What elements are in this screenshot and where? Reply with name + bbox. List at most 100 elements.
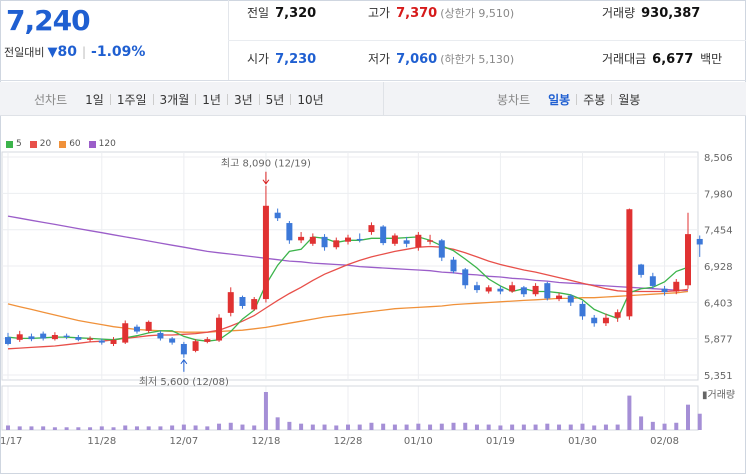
volume-bar bbox=[498, 425, 503, 430]
candle-body bbox=[75, 337, 82, 340]
legend-swatch bbox=[88, 140, 96, 148]
legend-item: 60 bbox=[59, 139, 81, 149]
volume-bar bbox=[568, 424, 573, 430]
candle-body bbox=[532, 285, 539, 295]
volume-bar bbox=[146, 426, 151, 430]
volume-bar bbox=[416, 423, 421, 430]
x-tick-label: 01/10 bbox=[404, 436, 433, 447]
candle-body bbox=[309, 236, 316, 244]
x-tick-label: 12/18 bbox=[252, 436, 281, 447]
x-tick-label: 01/30 bbox=[568, 436, 597, 447]
candle-body bbox=[473, 285, 480, 291]
candle-type-button[interactable]: 일봉 bbox=[548, 93, 571, 107]
change-row: 전일대비 ▼ 80 | -1.09% bbox=[4, 44, 145, 60]
candle-body bbox=[298, 236, 305, 241]
candle-body bbox=[286, 223, 293, 241]
candle-body bbox=[192, 341, 199, 351]
toolbar-separator bbox=[576, 94, 578, 105]
candle-body bbox=[5, 337, 11, 344]
candle-type-button[interactable]: 월봉 bbox=[618, 93, 641, 107]
candle-body bbox=[133, 326, 140, 332]
volume-legend: ▮거래량 bbox=[702, 389, 735, 401]
volume-bar bbox=[521, 424, 526, 430]
volume-bar bbox=[322, 424, 327, 430]
candle-body bbox=[368, 225, 375, 233]
toolbar-divider bbox=[383, 82, 384, 115]
period-button[interactable]: 10년 bbox=[297, 93, 324, 107]
volume-bar bbox=[111, 427, 116, 430]
change-label: 전일대비 bbox=[4, 46, 45, 59]
candle-body bbox=[579, 303, 586, 317]
trade-amount: 거래대금 6,677 백만 bbox=[602, 52, 723, 67]
candle-body bbox=[673, 281, 680, 292]
toolbar-separator bbox=[109, 94, 111, 105]
toolbar-separator bbox=[226, 94, 228, 105]
high-annotation: 최고 8,090 (12/19) bbox=[221, 158, 311, 170]
candle-body bbox=[333, 240, 340, 248]
candle-body bbox=[28, 336, 35, 340]
line-chart-title[interactable]: 선차트 bbox=[34, 93, 68, 107]
volume-bar bbox=[99, 426, 104, 430]
candle-body bbox=[239, 296, 246, 306]
candle-body bbox=[274, 212, 281, 219]
candle-chart-types: 봉차트 일봉 주봉 월봉 bbox=[497, 91, 646, 108]
candle-body bbox=[51, 334, 58, 340]
candle-body bbox=[462, 269, 469, 286]
current-price: 7,240 bbox=[6, 4, 91, 37]
candle-body bbox=[180, 343, 187, 355]
volume-bar bbox=[580, 423, 585, 430]
candle-body bbox=[345, 237, 351, 242]
volume-bar bbox=[240, 424, 245, 430]
candle-body bbox=[40, 333, 47, 339]
line-chart-periods: 선차트 1일 1주일 3개월 1년 3년 5년 10년 bbox=[34, 91, 330, 108]
volume-bar bbox=[662, 423, 667, 430]
low-price: 저가 7,060 (하한가 5,130) bbox=[368, 52, 515, 67]
candle-body bbox=[145, 321, 152, 331]
candle-body bbox=[157, 332, 164, 339]
candle-body bbox=[591, 317, 598, 324]
volume-bar bbox=[346, 424, 350, 430]
legend-item: 120 bbox=[88, 139, 116, 149]
period-button[interactable]: 1년 bbox=[202, 93, 221, 107]
volume: 거래량 930,387 bbox=[602, 6, 701, 21]
legend-label: 20 bbox=[39, 139, 52, 149]
candle-type-button[interactable]: 주봉 bbox=[583, 93, 606, 107]
volume-bar bbox=[650, 421, 655, 430]
volume-bar bbox=[88, 427, 93, 430]
volume-bar bbox=[193, 425, 198, 430]
legend-item: 5 bbox=[6, 139, 22, 149]
candle-chart-title[interactable]: 봉차트 bbox=[497, 93, 531, 107]
period-button[interactable]: 5년 bbox=[265, 93, 285, 107]
x-tick-label: 12/28 bbox=[334, 436, 363, 447]
x-tick-label: 11/17 bbox=[0, 436, 22, 447]
candle-body bbox=[638, 264, 645, 275]
candle-body bbox=[556, 295, 563, 300]
volume-bar bbox=[510, 424, 515, 430]
volume-bar bbox=[686, 404, 690, 430]
candle-body bbox=[626, 209, 633, 317]
ma-legend: 5 20 60 120 bbox=[6, 139, 124, 149]
volume-bar bbox=[674, 422, 679, 430]
period-button[interactable]: 1일 bbox=[85, 93, 104, 107]
period-button[interactable]: 1주일 bbox=[116, 93, 147, 107]
candle-body bbox=[450, 259, 457, 272]
candle-body bbox=[321, 236, 328, 248]
candle-body bbox=[696, 238, 703, 245]
volume-bar bbox=[603, 424, 608, 430]
toolbar-separator bbox=[290, 94, 292, 105]
volume-bar bbox=[381, 423, 386, 430]
volume-bar bbox=[474, 424, 479, 430]
volume-bar bbox=[170, 425, 175, 430]
chart-toolbar: 선차트 1일 1주일 3개월 1년 3년 5년 10년 봉차트 일봉 주봉 월봉 bbox=[0, 82, 746, 116]
x-tick-label: 12/07 bbox=[169, 436, 198, 447]
candle-body bbox=[216, 317, 223, 341]
low-arrowhead-icon bbox=[180, 358, 188, 365]
candle-body bbox=[602, 317, 609, 324]
candle-body bbox=[169, 338, 176, 343]
period-button[interactable]: 3개월 bbox=[159, 93, 190, 107]
candle-body bbox=[110, 339, 117, 344]
legend-label: 60 bbox=[69, 139, 81, 149]
volume-bar bbox=[217, 423, 222, 430]
period-button[interactable]: 3년 bbox=[233, 93, 253, 107]
